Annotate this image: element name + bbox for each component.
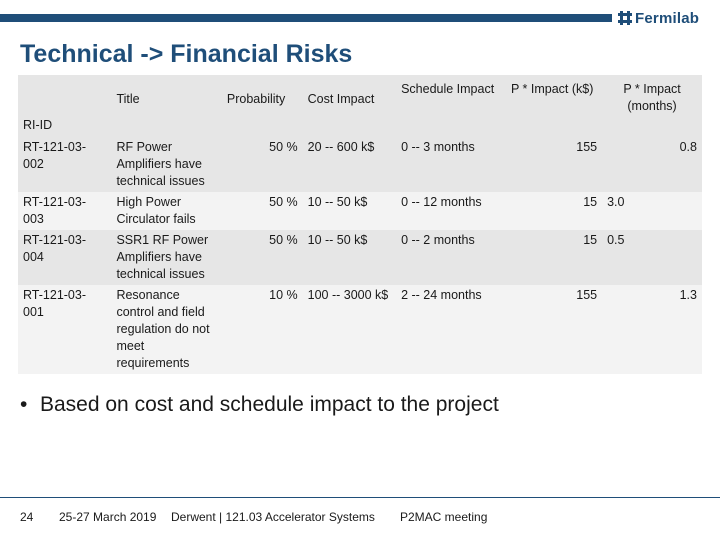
column-header: Schedule Impact <box>396 75 503 137</box>
risk-title: Resonance control and field regulation d… <box>111 285 222 374</box>
bullet-text: Based on cost and schedule impact to the… <box>40 393 499 416</box>
footer-divider <box>0 497 720 498</box>
risk-schedule-impact: 0 -- 3 months <box>396 137 503 192</box>
risk-p-impact-months: 0.8 <box>602 137 702 192</box>
risk-cost-impact: 20 -- 600 k$ <box>302 137 397 192</box>
column-header: P * Impact (k$) <box>502 75 603 137</box>
footer-page-number: 24 <box>20 510 34 524</box>
risk-p-impact-months: 0.5 <box>602 230 702 285</box>
risk-id: RT-121-03-002 <box>18 137 112 192</box>
risk-cost-impact: 100 -- 3000 k$ <box>302 285 397 374</box>
risk-p-impact-k: 155 <box>502 137 603 192</box>
fermilab-logo: Fermilab <box>618 8 699 28</box>
risk-cost-impact: 10 -- 50 k$ <box>302 230 397 285</box>
risk-probability: 50 % <box>221 137 303 192</box>
table-row: RT-121-03-001 Resonance control and fiel… <box>18 285 702 374</box>
risk-title: SSR1 RF Power Amplifiers have technical … <box>111 230 222 285</box>
risk-probability: 50 % <box>221 230 303 285</box>
table-header-row: RI-ID Title Probability Cost Impact Sche… <box>18 75 702 137</box>
table-row: RT-121-03-003 High Power Circulator fail… <box>18 192 702 230</box>
risk-table: RI-ID Title Probability Cost Impact Sche… <box>18 75 702 374</box>
header-bar <box>0 14 612 22</box>
page-title: Technical -> Financial Risks <box>20 40 353 68</box>
fermilab-logo-icon <box>618 11 632 25</box>
bullet-point: • Based on cost and schedule impact to th… <box>20 393 499 417</box>
risk-p-impact-k: 15 <box>502 192 603 230</box>
risk-p-impact-months: 1.3 <box>602 285 702 374</box>
risk-title: High Power Circulator fails <box>111 192 222 230</box>
risk-schedule-impact: 2 -- 24 months <box>396 285 503 374</box>
column-header: RI-ID <box>18 75 112 137</box>
footer-presenter: Derwent | 121.03 Accelerator Systems <box>171 510 375 524</box>
column-header: Probability <box>221 75 303 137</box>
risk-id: RT-121-03-004 <box>18 230 112 285</box>
table-row: RT-121-03-004 SSR1 RF Power Amplifiers h… <box>18 230 702 285</box>
risk-probability: 50 % <box>221 192 303 230</box>
column-header: P * Impact (months) <box>602 75 702 137</box>
risk-p-impact-k: 155 <box>502 285 603 374</box>
risk-id: RT-121-03-003 <box>18 192 112 230</box>
column-header: Title <box>111 75 222 137</box>
risk-probability: 10 % <box>221 285 303 374</box>
table-row: RT-121-03-002 RF Power Amplifiers have t… <box>18 137 702 192</box>
footer-date: 25-27 March 2019 <box>59 510 157 524</box>
logo-text: Fermilab <box>635 9 700 27</box>
risk-title: RF Power Amplifiers have technical issue… <box>111 137 222 192</box>
risk-id: RT-121-03-001 <box>18 285 112 374</box>
risk-schedule-impact: 0 -- 12 months <box>396 192 503 230</box>
risk-p-impact-months: 3.0 <box>602 192 702 230</box>
footer-event: P2MAC meeting <box>400 510 488 524</box>
column-header: Cost Impact <box>302 75 397 137</box>
bullet-symbol: • <box>20 393 28 416</box>
risk-p-impact-k: 15 <box>502 230 603 285</box>
risk-schedule-impact: 0 -- 2 months <box>396 230 503 285</box>
risk-cost-impact: 10 -- 50 k$ <box>302 192 397 230</box>
